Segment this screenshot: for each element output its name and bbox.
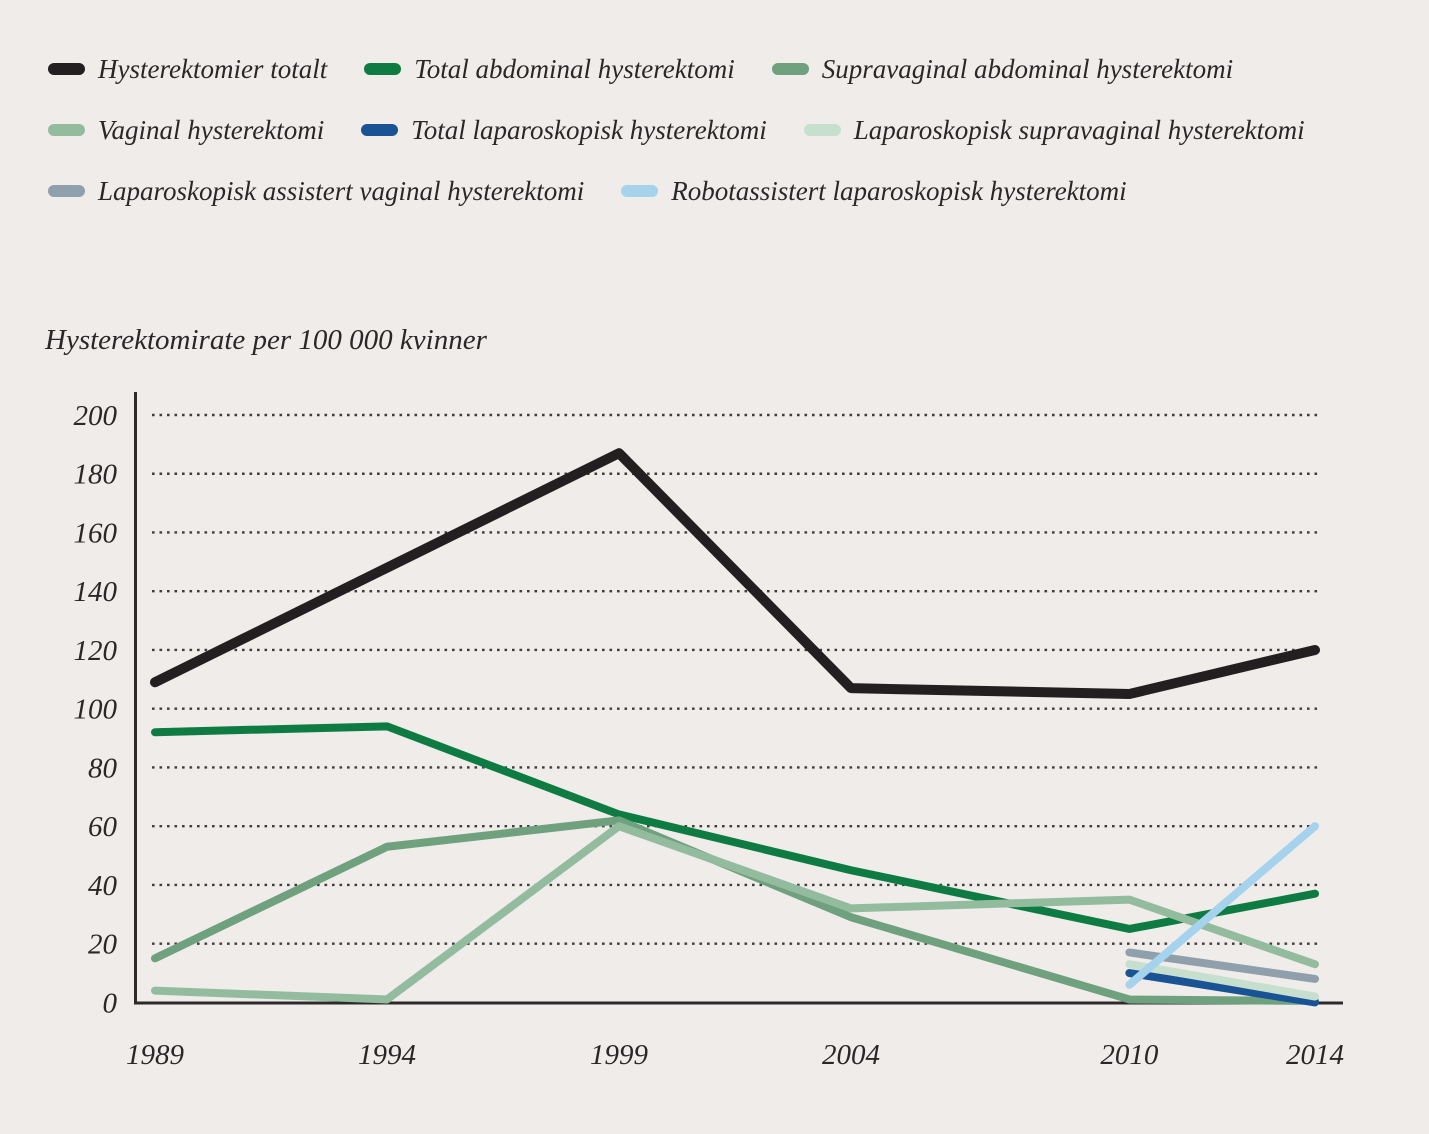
series-line-4 [1125, 969, 1319, 1007]
legend-label: Total laparoskopisk hysterektomi [411, 115, 767, 145]
legend-item-total-laparoskopisk: Total laparoskopisk hysterektomi [361, 113, 767, 147]
legend-item-total-abdominal: Total abdominal hysterektomi [364, 52, 735, 86]
y-tick-label: 20 [88, 929, 118, 961]
y-tick-label: 60 [88, 811, 118, 843]
y-tick-label: 140 [74, 576, 118, 608]
y-tick-label: 100 [74, 694, 118, 726]
chart-legend: Hysterektomier totalt Total abdominal hy… [48, 52, 1305, 208]
legend-item-laparoskopisk-assistert-vaginal: Laparoskopisk assistert vaginal hysterek… [48, 174, 584, 208]
legend-swatch-icon [48, 124, 85, 136]
legend-row-1: Hysterektomier totalt Total abdominal hy… [48, 52, 1305, 86]
x-tick-label: 1989 [126, 1039, 185, 1071]
legend-swatch-icon [771, 63, 809, 75]
legend-row-2: Vaginal hysterektomi Total laparoskopisk… [48, 113, 1305, 147]
x-tick-label: 1999 [590, 1039, 649, 1071]
legend-swatch-icon [48, 63, 85, 75]
legend-swatch-icon [621, 185, 659, 197]
series-line-0 [150, 448, 1320, 700]
chart-title: Hysterektomirate per 100 000 kvinner [45, 324, 487, 356]
x-tick-label: 2010 [1100, 1039, 1159, 1071]
legend-swatch-icon [48, 185, 85, 197]
legend-item-supravaginal-abdominal: Supravaginal abdominal hysterektomi [771, 52, 1234, 86]
legend-label: Laparoskopisk assistert vaginal hysterek… [98, 176, 585, 206]
legend-swatch-icon [364, 63, 402, 75]
legend-label: Hysterektomier totalt [98, 54, 328, 84]
series-line-3 [151, 822, 1319, 1004]
y-tick-label: 160 [74, 517, 118, 549]
legend-label: Robotassistert laparoskopisk hysterektom… [671, 176, 1127, 206]
y-tick-label: 120 [74, 635, 118, 667]
legend-label: Vaginal hysterektomi [98, 115, 325, 145]
legend-row-3: Laparoskopisk assistert vaginal hysterek… [48, 174, 1305, 208]
x-tick-label: 2004 [822, 1039, 880, 1071]
y-tick-label: 200 [74, 400, 118, 432]
legend-swatch-icon [803, 124, 841, 136]
y-tick-label: 180 [74, 459, 118, 491]
legend-swatch-icon [361, 124, 399, 136]
x-tick-label: 2014 [1286, 1039, 1344, 1071]
legend-item-robotassistert: Robotassistert laparoskopisk hysterektom… [621, 174, 1127, 208]
legend-item-hysterektomier-totalt: Hysterektomier totalt [48, 52, 327, 86]
legend-item-laparoskopisk-supravaginal: Laparoskopisk supravaginal hysterektomi [803, 113, 1305, 147]
y-tick-label: 0 [103, 987, 118, 1019]
legend-item-vaginal: Vaginal hysterektomi [48, 113, 324, 147]
legend-label: Supravaginal abdominal hysterektomi [821, 54, 1234, 84]
y-tick-label: 40 [88, 870, 118, 902]
series-line-5 [1125, 960, 1319, 1001]
series-line-1 [151, 722, 1319, 933]
legend-label: Laparoskopisk supravaginal hysterektomi [853, 115, 1305, 145]
y-tick-label: 80 [88, 752, 118, 784]
x-tick-label: 1994 [358, 1039, 416, 1071]
legend-label: Total abdominal hysterektomi [414, 54, 735, 84]
series-line-7 [1125, 822, 1319, 989]
